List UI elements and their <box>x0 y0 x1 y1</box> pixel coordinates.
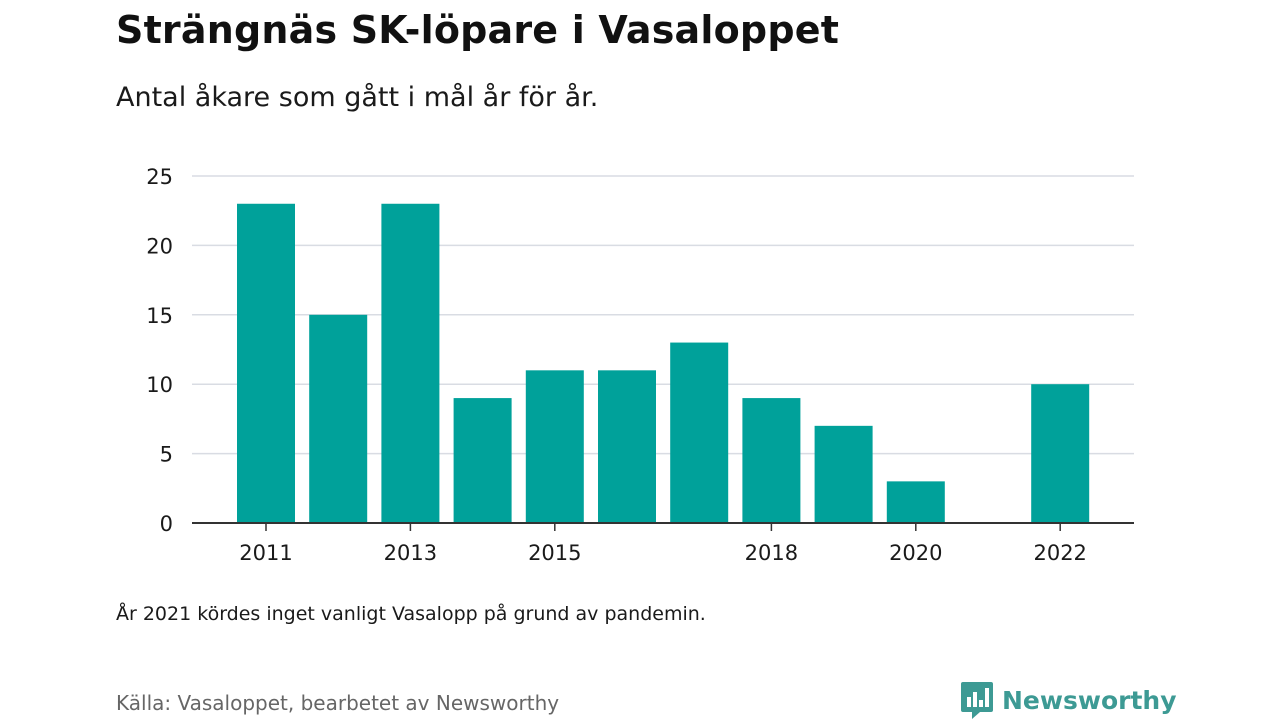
bar-2014 <box>453 398 512 523</box>
bar-2018 <box>742 398 801 523</box>
brand-name: Newsworthy <box>1002 685 1177 715</box>
bar-chart-logo-icon <box>961 682 993 719</box>
bar-2016 <box>598 370 656 523</box>
bar-2019 <box>814 425 873 523</box>
bar-chart: 0 5 10 15 20 25 2011 2013 2015 2018 2020 2022 <box>146 165 1134 565</box>
y-tick-label: 20 <box>146 234 173 258</box>
newsworthy-logo: Newsworthy <box>960 680 1177 720</box>
x-tick-label: 2015 <box>528 541 581 565</box>
x-tick-label: 2011 <box>239 541 292 565</box>
bar-2013 <box>381 203 440 523</box>
source-credit: Källa: Vasaloppet, bearbetet av Newswort… <box>116 691 560 715</box>
chart-title: Strängnäs SK-löpare i Vasaloppet <box>116 8 840 52</box>
chart-footnote: År 2021 kördes inget vanligt Vasalopp på… <box>116 603 706 625</box>
bar-2022 <box>1031 384 1090 523</box>
bar-2015 <box>525 370 584 523</box>
x-tick-label: 2018 <box>745 541 798 565</box>
chart-subtitle: Antal åkare som gått i mål år för år. <box>116 82 599 113</box>
x-tick-label: 2013 <box>384 541 437 565</box>
bar-2011 <box>237 203 295 523</box>
y-tick-label: 25 <box>146 165 173 189</box>
x-tick-label: 2022 <box>1033 541 1086 565</box>
bar-2017 <box>670 342 729 523</box>
y-tick-label: 15 <box>146 304 173 328</box>
y-tick-label: 5 <box>160 443 173 467</box>
bar-2012 <box>309 314 368 523</box>
bar-2020 <box>886 481 945 523</box>
y-tick-label: 10 <box>146 373 173 397</box>
x-tick-label: 2020 <box>889 541 942 565</box>
y-tick-label: 0 <box>160 512 173 536</box>
